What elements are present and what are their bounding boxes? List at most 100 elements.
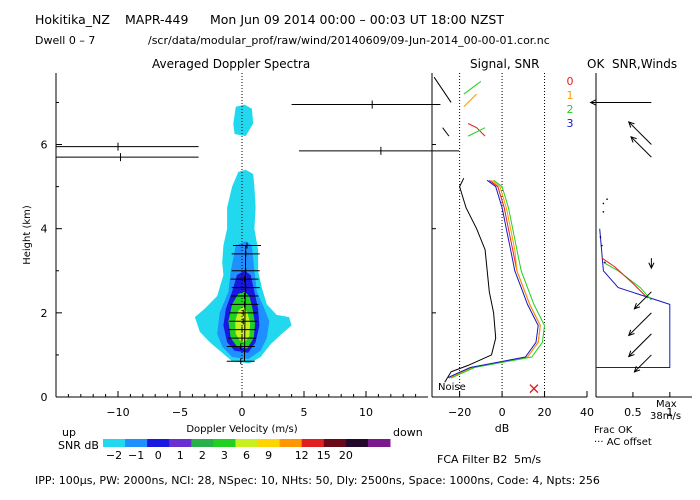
ac-offset-dot	[602, 211, 605, 213]
down-label: down	[393, 426, 423, 439]
colorbar-swatch	[103, 439, 126, 447]
spectra-x-tick-label: −5	[172, 406, 188, 419]
spectra-x-label: Doppler Velocity (m/s)	[186, 424, 297, 435]
max-label: Max	[656, 399, 677, 410]
colorbar-swatch	[279, 439, 303, 447]
spectra-x-tick-label: −10	[106, 406, 129, 419]
fca-speed: 5m/s	[514, 453, 542, 466]
spectra-contour-level-0	[233, 104, 254, 137]
snr-db-label: SNR dB	[58, 439, 99, 452]
winds-x-tick-label: 1	[666, 406, 673, 419]
ac-offset-dot	[599, 236, 602, 238]
signal-upper-fragment	[463, 93, 477, 108]
signal-x-tick-label: 20	[538, 406, 552, 419]
radar-name: MAPR-449	[125, 12, 189, 27]
wind-barb	[634, 291, 652, 310]
colorbar-tick-label: 6	[243, 449, 250, 462]
colorbar-swatch	[345, 439, 369, 447]
ac-offset-dot	[606, 198, 608, 201]
spectra-title: Averaged Doppler Spectra	[152, 57, 311, 71]
wind-barb	[628, 312, 652, 336]
winds-x-tick-label: 0.5	[624, 406, 642, 419]
wind-barb	[628, 121, 652, 145]
ac-offset-dot	[604, 261, 606, 264]
signal-x-tick-label: −20	[448, 406, 471, 419]
legend-entry-0: 0	[567, 75, 574, 88]
signal-x-tick-label: 0	[499, 406, 506, 419]
wind-barb-head	[633, 302, 641, 310]
colorbar-tick-label: 9	[265, 449, 272, 462]
signal-series-noise	[444, 177, 497, 383]
colorbar-swatch	[301, 439, 325, 447]
legend-entry-1: 1	[567, 89, 574, 102]
spectra-y-tick-label: 2	[41, 307, 48, 320]
wind-barb	[630, 136, 652, 158]
colorbar-tick-label: −1	[128, 449, 144, 462]
signal-upper-fragment	[467, 123, 486, 137]
winds-series-green	[603, 261, 652, 301]
colorbar-swatch	[213, 439, 236, 447]
wind-barb-head	[589, 99, 597, 106]
datetime: Mon Jun 09 2014 00:00 – 00:03 UT 18:00 N…	[210, 12, 504, 27]
legend-entry-2: 2	[567, 103, 574, 116]
winds-series-red	[601, 257, 649, 299]
wind-barb-head	[627, 121, 635, 128]
spectra-x-tick-label: 0	[239, 406, 246, 419]
signal-series-0	[448, 179, 541, 379]
colorbar-tick-label: 2	[199, 449, 206, 462]
colorbar-tick-label: 12	[295, 449, 309, 462]
signal-title: Signal, SNR	[470, 57, 540, 71]
signal-series-2	[450, 179, 546, 379]
spectra-y-label: Height (km)	[22, 205, 33, 265]
spectra-x-tick-label: 5	[301, 406, 308, 419]
signal-x-tick-label: 40	[580, 406, 594, 419]
spectra-y-tick-label: 0	[41, 391, 48, 404]
signal-x-label: dB	[495, 422, 510, 435]
colorbar-swatch	[147, 439, 170, 447]
colorbar-tick-label: 20	[339, 449, 353, 462]
wind-barb-head	[648, 262, 655, 270]
ok-title: OK	[587, 57, 605, 71]
colorbar-swatch	[191, 439, 214, 447]
dwell-label: Dwell 0 – 7	[35, 34, 96, 47]
up-label: up	[62, 426, 76, 439]
wind-barb-head	[630, 135, 637, 143]
colorbar-swatch	[125, 439, 148, 447]
fca-filter: FCA Filter B2	[437, 453, 508, 466]
frac-ok-label: Frac OK	[594, 425, 633, 436]
snrwinds-title: SNR,Winds	[612, 57, 678, 71]
wind-barb-head	[633, 366, 641, 373]
signal-upper-fragment	[433, 76, 452, 103]
signal-upper-fragment	[442, 127, 450, 137]
colorbar-tick-label: 0	[155, 449, 162, 462]
colorbar-swatch	[235, 439, 259, 447]
station-name: Hokitika_NZ	[35, 12, 110, 27]
spectra-y-tick-label: 4	[41, 223, 48, 236]
file-path: /scr/data/modular_prof/raw/wind/20140609…	[148, 34, 550, 47]
wind-barb	[628, 333, 652, 357]
noise-label: Noise	[438, 382, 466, 393]
legend-entry-3: 3	[567, 117, 574, 130]
max-speed-label: 38m/s	[650, 411, 682, 422]
footer-params: IPP: 100µs, PW: 2000ns, NCI: 28, NSpec: …	[35, 474, 600, 487]
signal-x-marker	[529, 384, 539, 394]
signal-series-3	[446, 179, 539, 379]
signal-series-1	[448, 179, 541, 379]
spectra-x-tick-label: 10	[359, 406, 373, 419]
winds-series-frac-ok	[596, 228, 671, 368]
colorbar-tick-label: −2	[106, 449, 122, 462]
ac-offset-dot	[601, 244, 603, 247]
wind-barb-head	[627, 350, 635, 358]
colorbar-swatch	[169, 439, 192, 447]
spectra-y-tick-label: 6	[41, 139, 48, 152]
colorbar-swatch	[323, 439, 347, 447]
colorbar-tick-label: 3	[221, 449, 228, 462]
spectra-contour-level-4	[235, 306, 251, 343]
ac-offset-label: ··· AC offset	[594, 437, 652, 448]
signal-upper-fragment	[467, 127, 486, 137]
ac-offset-dot	[602, 202, 605, 205]
colorbar-tick-label: 15	[317, 449, 331, 462]
signal-upper-fragment	[463, 81, 482, 95]
peak-spine	[243, 245, 247, 362]
